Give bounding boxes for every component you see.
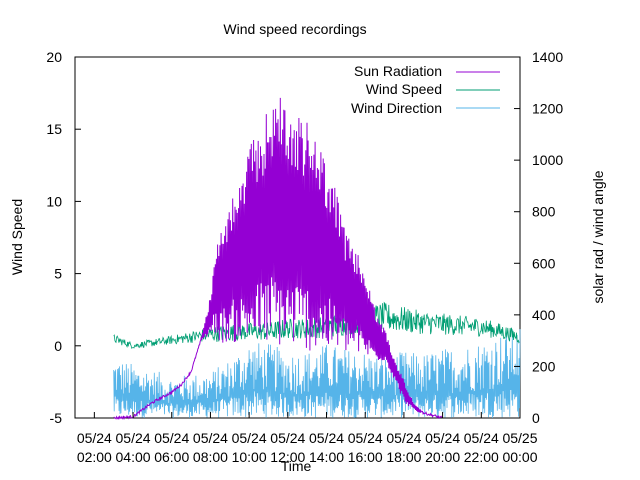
x-tick-label-time: 02:00 [77,449,112,465]
x-tick-label-date: 05/24 [270,430,305,446]
y-left-tick-label: 15 [46,121,62,137]
series-layer [113,97,521,421]
x-tick-label-time: 00:00 [502,449,537,465]
right-y-axis: 0 200 400 600 800 1000 1200 1400 [514,49,563,426]
y-right-tick-label: 1200 [532,101,563,117]
plot-frame [74,56,521,419]
x-tick-label-date: 05/24 [154,430,189,446]
x-tick-label-time: 12:00 [270,449,305,465]
x-tick-label-time: 20:00 [425,449,460,465]
y-right-tick-label: 400 [532,307,556,323]
x-tick-label-date: 05/24 [116,430,151,446]
x-axis: 05/2402:0005/2404:0005/2406:0005/2408:00… [77,412,538,465]
y-left-tick-label: 10 [46,193,62,209]
x-tick-label-date: 05/24 [464,430,499,446]
y-right-tick-label: 0 [532,410,540,426]
x-tick-label-time: 04:00 [116,449,151,465]
x-tick-label-time: 18:00 [386,449,421,465]
legend-label-wind-speed: Wind Speed [366,81,442,97]
y-axis-right-label: solar rad / wind angle [590,170,606,303]
x-tick-label-time: 16:00 [348,449,383,465]
series-line-sun-radiation [113,97,443,421]
legend-label-sun-radiation: Sun Radiation [354,63,442,79]
x-tick-label-date: 05/24 [386,430,421,446]
x-tick-label-time: 08:00 [193,449,228,465]
left-y-axis: -5 0 5 10 15 20 [46,49,81,426]
x-tick-label-time: 10:00 [232,449,267,465]
x-tick-label-date: 05/24 [309,430,344,446]
legend: Sun Radiation Wind Speed Wind Direction [351,63,500,116]
y-right-tick-label: 200 [532,358,556,374]
x-tick-label-time: 14:00 [309,449,344,465]
x-tick-label-date: 05/24 [232,430,267,446]
x-tick-label-date: 05/24 [193,430,228,446]
x-tick-label-time: 06:00 [154,449,189,465]
y-right-tick-label: 1000 [532,152,563,168]
series-line-wind-direction [113,329,521,419]
y-left-tick-label: -5 [50,410,63,426]
legend-label-wind-direction: Wind Direction [351,100,442,116]
y-right-tick-label: 1400 [532,49,563,65]
x-tick-label-date: 05/24 [425,430,460,446]
x-tick-label-date: 05/24 [77,430,112,446]
y-left-tick-label: 20 [46,49,62,65]
y-right-tick-label: 600 [532,255,556,271]
x-tick-label-time: 22:00 [464,449,499,465]
y-left-tick-label: 5 [54,266,62,282]
chart-title: Wind speed recordings [223,21,366,37]
x-tick-label-date: 05/24 [348,430,383,446]
series-line-wind-speed [113,301,520,349]
x-axis-label: Time [281,458,312,474]
y-axis-left-label: Wind Speed [9,199,25,275]
y-right-tick-label: 800 [532,204,556,220]
y-left-tick-label: 0 [54,338,62,354]
x-tick-label-date: 05/25 [502,430,537,446]
